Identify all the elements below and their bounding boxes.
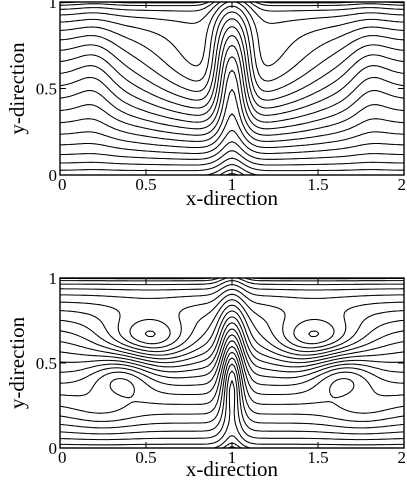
contour-line bbox=[109, 378, 135, 399]
contour-line bbox=[59, 141, 405, 160]
contour-line bbox=[59, 304, 405, 360]
contour-line bbox=[144, 330, 156, 338]
contour-line bbox=[59, 113, 405, 149]
contour-line bbox=[249, 1, 405, 12]
contour-line bbox=[59, 277, 228, 286]
x-tick-label: 2 bbox=[398, 448, 407, 467]
contour-line bbox=[308, 330, 320, 338]
contour-line bbox=[59, 129, 405, 155]
contour-line bbox=[59, 299, 405, 356]
contour-line bbox=[59, 44, 405, 123]
contour-line bbox=[59, 328, 405, 379]
contour-lines bbox=[59, 1, 405, 176]
tick-marks bbox=[59, 1, 405, 176]
y-tick-label: 0.5 bbox=[36, 354, 57, 373]
y-tick-label: 1 bbox=[49, 269, 58, 288]
tick-marks bbox=[59, 277, 405, 449]
x-tick-label: 0 bbox=[58, 175, 67, 194]
contour-line bbox=[59, 18, 405, 101]
contour-line bbox=[59, 322, 405, 373]
contour-line bbox=[243, 1, 405, 24]
x-tick-label: 0.5 bbox=[135, 175, 156, 194]
contour-line bbox=[59, 69, 405, 136]
contour-line bbox=[59, 310, 405, 364]
contour-line bbox=[254, 1, 405, 7]
plot-frame bbox=[59, 277, 405, 449]
y-axis-label: y-direction bbox=[5, 42, 29, 135]
contour-line bbox=[59, 11, 405, 92]
x-axis-label: x-direction bbox=[186, 457, 279, 481]
contour-line bbox=[59, 34, 405, 116]
x-tick-label: 0 bbox=[58, 448, 67, 467]
contour-line bbox=[59, 1, 210, 7]
x-tick-label: 0.5 bbox=[135, 448, 156, 467]
contour-line bbox=[59, 380, 405, 446]
y-tick-label: 1 bbox=[49, 0, 58, 12]
contour-line bbox=[59, 357, 405, 429]
contour-line bbox=[329, 378, 355, 399]
contour-line bbox=[59, 284, 405, 299]
contour-line bbox=[59, 316, 405, 368]
contour-line bbox=[59, 340, 405, 397]
contour-line bbox=[59, 345, 405, 414]
contour-line bbox=[59, 293, 405, 353]
x-tick-label: 2 bbox=[398, 175, 407, 194]
contour-line bbox=[236, 277, 405, 286]
y-tick-label: 0.5 bbox=[36, 80, 57, 99]
x-tick-label: 1 bbox=[228, 175, 237, 194]
contour-line bbox=[205, 164, 259, 176]
contour-line bbox=[59, 370, 405, 441]
contour-line bbox=[129, 318, 171, 345]
contour-line bbox=[59, 26, 405, 109]
contour-line bbox=[235, 1, 405, 67]
contour-line bbox=[59, 157, 405, 172]
x-tick-label: 1 bbox=[228, 448, 237, 467]
contour-line bbox=[59, 1, 229, 67]
contour-line bbox=[59, 1, 221, 24]
contour-panel-bottom: 0 0.5 1 0 0.5 1 1.5 2 x-direction y-direction bbox=[5, 269, 406, 481]
x-tick-label: 1.5 bbox=[307, 448, 328, 467]
contour-line bbox=[59, 150, 405, 166]
contour-panel-top: 0 0.5 1 0 0.5 1 1.5 2 x-direction y-direction bbox=[5, 0, 406, 210]
x-tick-label: 1.5 bbox=[307, 175, 328, 194]
y-axis-label: y-direction bbox=[5, 316, 29, 409]
contour-line bbox=[59, 351, 405, 422]
contour-line bbox=[59, 1, 215, 12]
contour-lines bbox=[59, 277, 405, 449]
contour-line bbox=[213, 434, 251, 449]
y-tick-label: 0 bbox=[49, 166, 58, 185]
x-axis-label: x-direction bbox=[186, 186, 279, 210]
contour-line bbox=[244, 277, 405, 282]
contour-line bbox=[59, 334, 405, 386]
contour-line bbox=[59, 288, 405, 349]
contour-line bbox=[293, 318, 335, 345]
y-tick-label: 0 bbox=[49, 439, 58, 458]
contour-line bbox=[59, 277, 220, 282]
contour-line bbox=[59, 88, 405, 142]
contour-line bbox=[59, 56, 405, 130]
contour-line bbox=[59, 363, 405, 435]
plot-frame bbox=[59, 1, 405, 176]
